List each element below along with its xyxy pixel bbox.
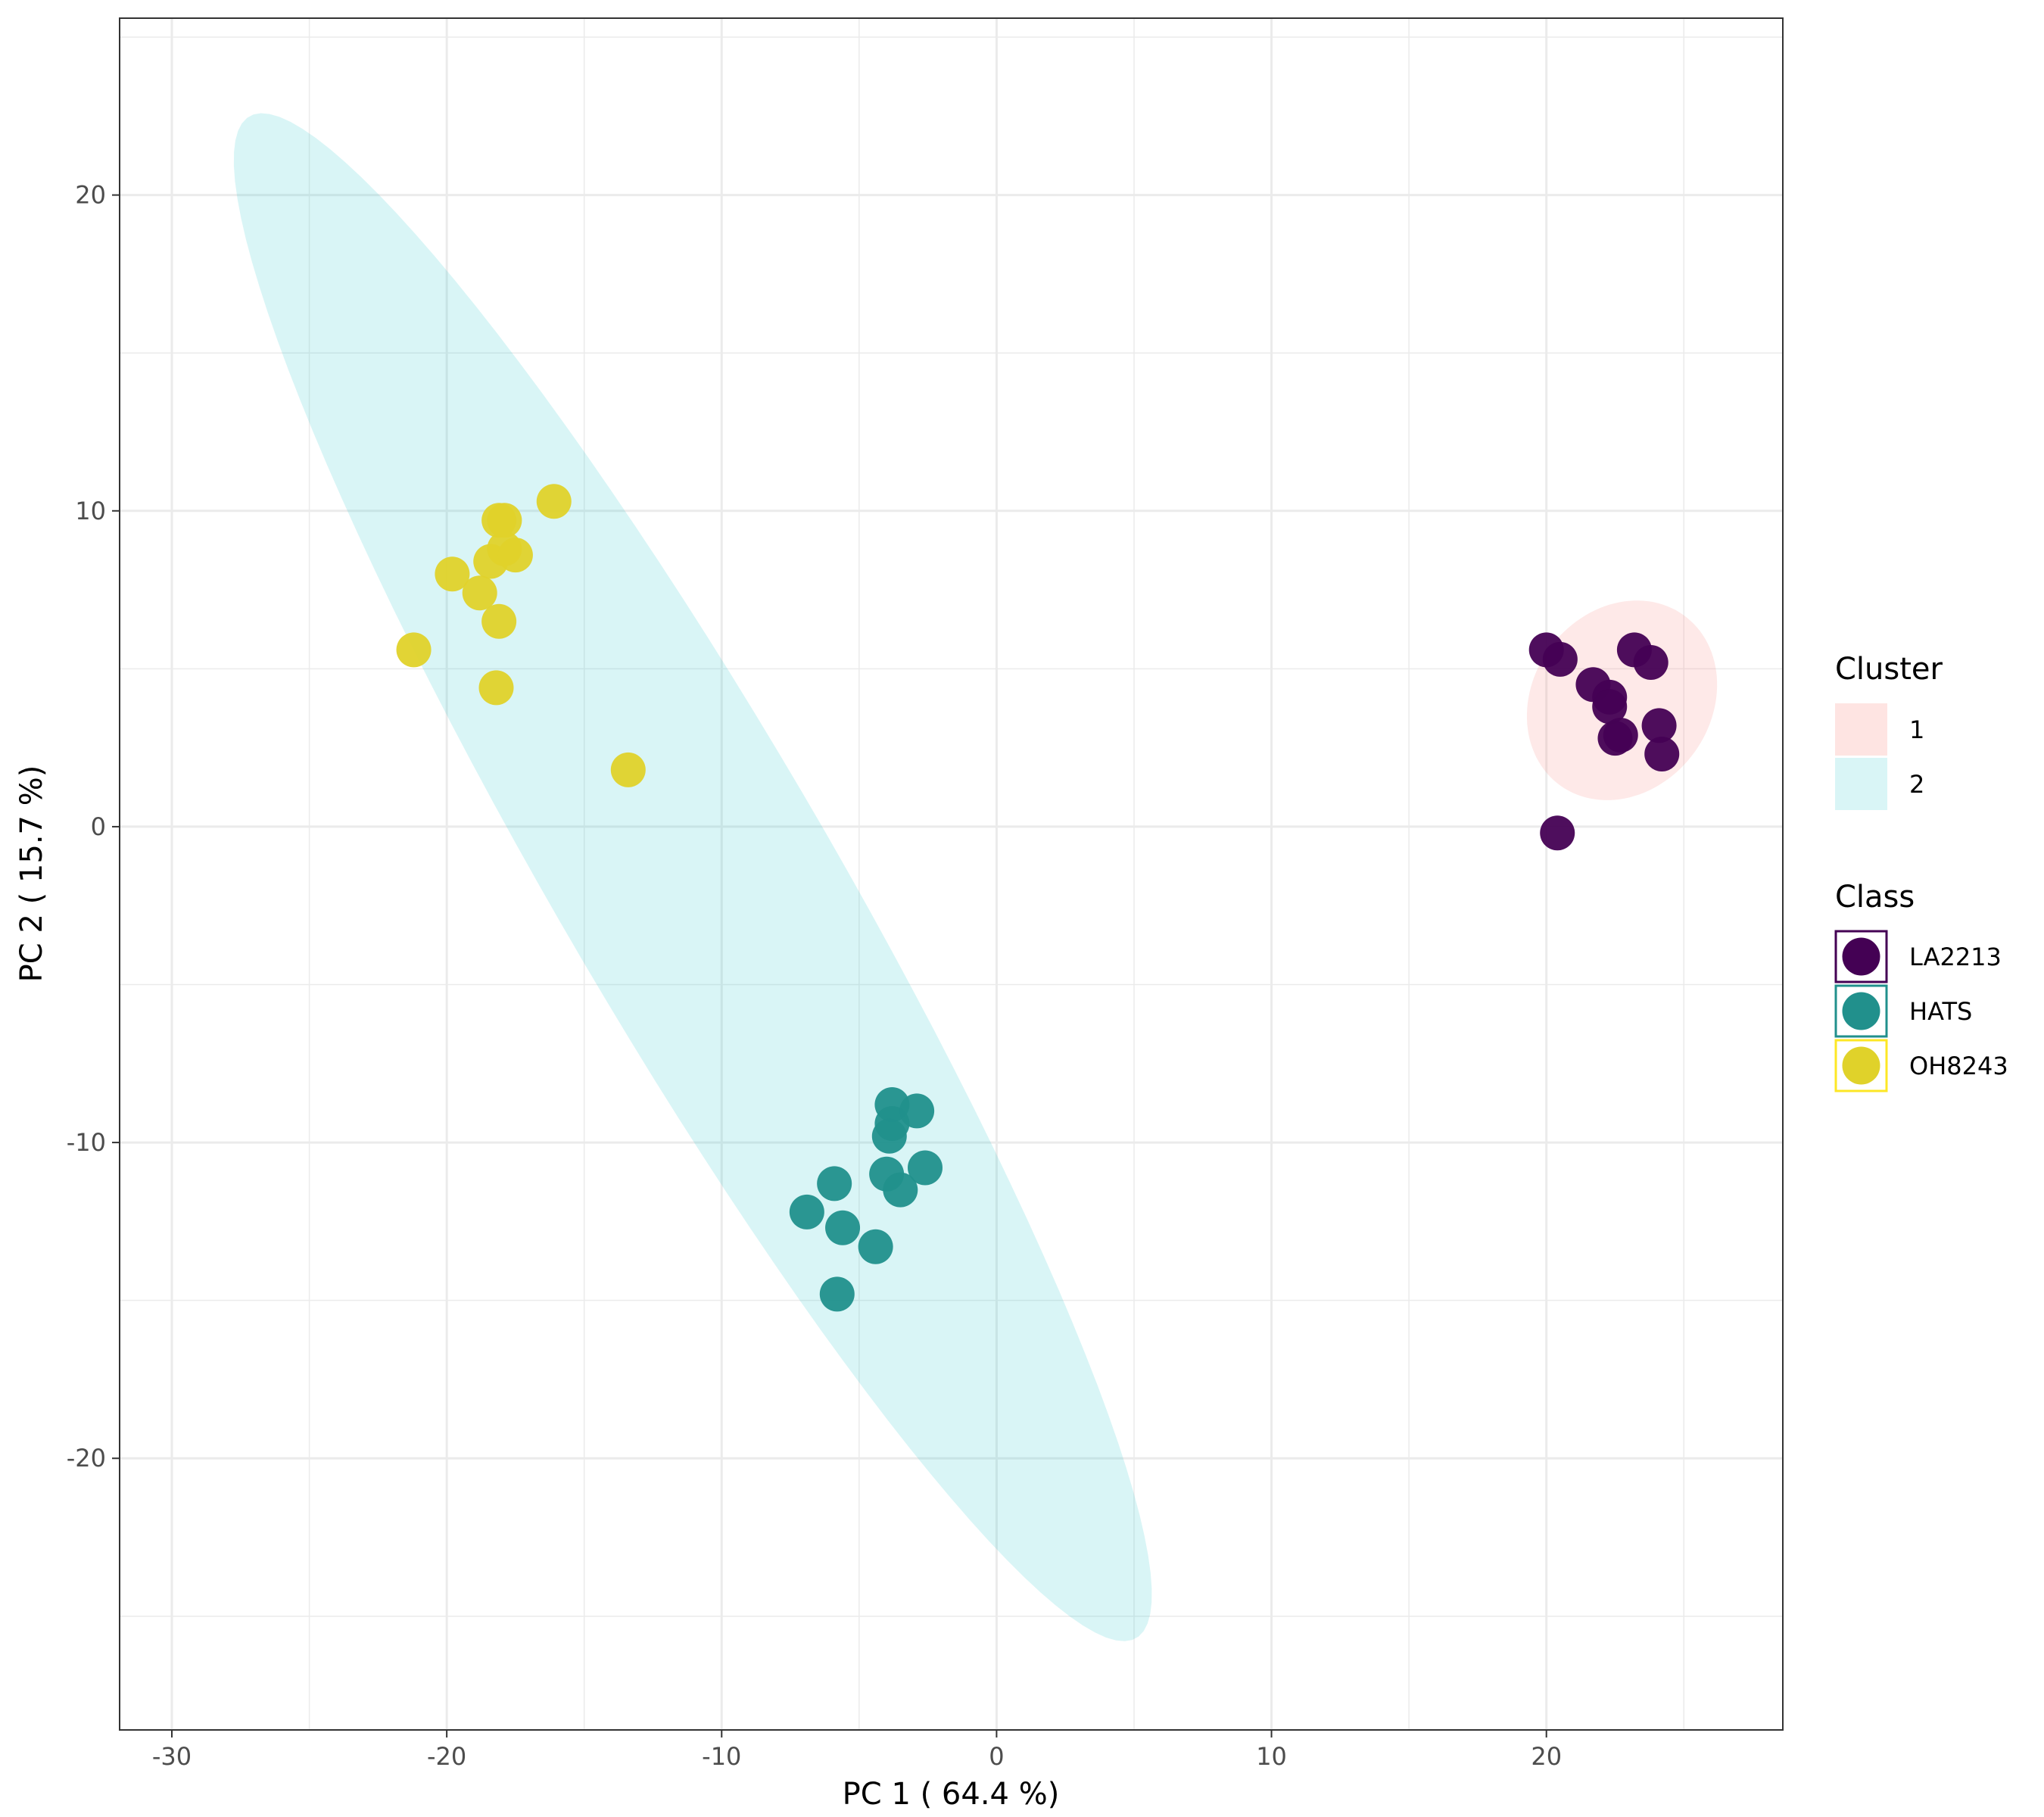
cluster-2-ellipse	[233, 113, 1152, 1641]
point-la2213-10	[1633, 645, 1669, 681]
point-la2213-12	[1644, 736, 1680, 771]
x-axis-title: PC 1 ( 64.4 %)	[843, 1777, 1060, 1812]
y-tick-label: -20	[67, 1444, 106, 1473]
legend-class-oh8243-dot	[1842, 1046, 1880, 1085]
point-la2213-1	[1540, 815, 1575, 851]
point-hats-7	[883, 1172, 918, 1208]
legend-cluster: Cluster 1 2	[1835, 652, 1943, 810]
point-oh8243-3	[462, 575, 497, 611]
y-tick-label: 20	[75, 181, 106, 210]
point-oh8243-11	[536, 484, 572, 519]
axis-ticks: -30 -20 -10 0 10 20 -20 -10 0 10 20	[67, 181, 1562, 1771]
point-la2213-3	[1542, 641, 1578, 677]
legend-cluster-2-key	[1835, 758, 1887, 810]
point-hats-9	[789, 1194, 824, 1230]
point-la2213-8	[1603, 717, 1638, 753]
legend-class-title: Class	[1835, 880, 1915, 915]
x-tick-label: -20	[427, 1742, 466, 1771]
x-tick-label: 10	[1256, 1742, 1287, 1771]
point-hats-5	[908, 1150, 943, 1186]
point-hats-11	[858, 1229, 893, 1264]
plot-panel	[120, 18, 1783, 1730]
x-tick-label: -10	[702, 1742, 741, 1771]
point-oh8243-10	[478, 670, 514, 706]
y-tick-label: -10	[67, 1128, 106, 1157]
point-hats-12	[819, 1276, 855, 1312]
point-hats-10	[825, 1210, 861, 1245]
point-oh8243-1	[396, 632, 432, 668]
legend-cluster-2-label: 2	[1909, 770, 1924, 799]
legend-cluster-title: Cluster	[1835, 652, 1943, 687]
legend-class: Class LA2213 HATS OH8243	[1834, 880, 2008, 1092]
point-oh8243-6	[487, 503, 522, 538]
point-hats-8	[817, 1166, 852, 1201]
legend-class-hats-dot	[1842, 992, 1880, 1030]
legend-cluster-1-label: 1	[1909, 715, 1924, 744]
point-hats-4	[871, 1118, 907, 1154]
legend-class-la2213-dot	[1842, 937, 1880, 976]
y-axis-title: PC 2 ( 15.7 %)	[14, 765, 49, 983]
point-oh8243-9	[481, 603, 517, 639]
point-oh8243-8	[497, 538, 533, 573]
point-la2213-11	[1641, 708, 1677, 743]
legend-class-hats-label: HATS	[1909, 997, 1972, 1026]
point-oh8243-2	[435, 556, 470, 592]
x-tick-label: 0	[989, 1742, 1004, 1771]
legend-class-oh8243-label: OH8243	[1909, 1052, 2008, 1080]
grid-lines	[120, 18, 1783, 1730]
x-tick-label: -30	[152, 1742, 192, 1771]
data-points	[396, 484, 1680, 1312]
plot-panel-border	[119, 17, 1784, 1731]
legend-class-la2213-label: LA2213	[1909, 943, 2002, 971]
point-la2213-6	[1592, 689, 1628, 725]
legend-cluster-1-key	[1835, 703, 1887, 756]
y-tick-label: 0	[91, 812, 106, 841]
x-tick-label: 20	[1531, 1742, 1562, 1771]
point-oh8243-12	[610, 752, 646, 787]
y-tick-label: 10	[75, 497, 106, 525]
